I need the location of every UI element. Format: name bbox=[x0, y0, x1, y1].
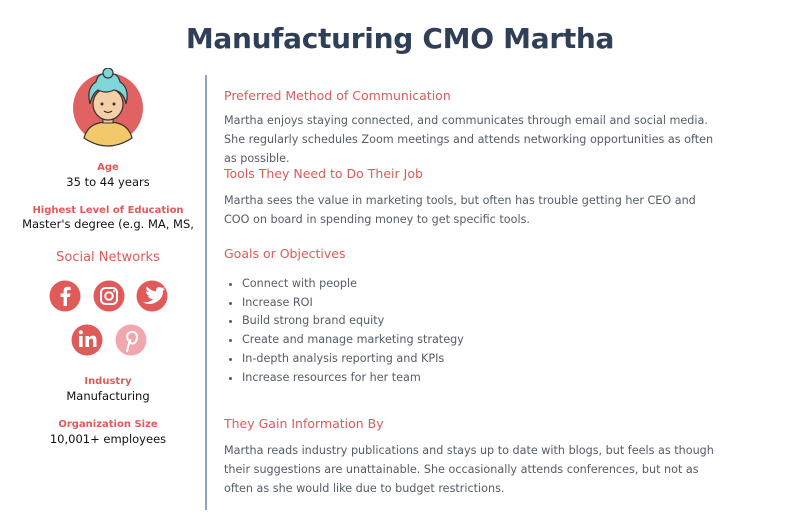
social-heading: Social Networks bbox=[56, 250, 160, 265]
goal-item: Connect with people bbox=[242, 275, 762, 294]
avatar bbox=[73, 68, 143, 147]
section-heading: Preferred Method of Communication bbox=[224, 88, 451, 103]
title: Manufacturing CMO Martha bbox=[185, 22, 615, 55]
goal-item: Increase resources for her team bbox=[242, 369, 762, 388]
section-heading: They Gain Information By bbox=[224, 416, 384, 431]
field-label: Industry bbox=[84, 376, 132, 387]
goal-item: Create and manage marketing strategy bbox=[242, 331, 762, 350]
field-label: Highest Level of Education bbox=[32, 205, 184, 216]
field-value: 35 to 44 years bbox=[66, 175, 150, 189]
field-label: Organization Size bbox=[58, 419, 158, 430]
section-text: Martha sees the value in marketing tools… bbox=[224, 194, 696, 226]
goal-list: Connect with peopleIncrease ROIBuild str… bbox=[224, 275, 762, 387]
social-icons bbox=[49, 280, 168, 356]
section-text: Martha enjoys staying connected, and com… bbox=[224, 114, 714, 165]
section-text: Martha reads industry publications and s… bbox=[224, 444, 714, 495]
facebook-icon[interactable] bbox=[49, 280, 81, 312]
field-value: Manufacturing bbox=[66, 389, 150, 403]
section-heading: Goals or Objectives bbox=[224, 246, 346, 261]
goal-item: In-depth analysis reporting and KPIs bbox=[242, 350, 762, 369]
field-value: 10,001+ employees bbox=[49, 432, 167, 446]
divider bbox=[205, 75, 207, 510]
field-label: Age bbox=[97, 162, 119, 173]
field-value: Master's degree (e.g. MA, MS, bbox=[22, 217, 194, 231]
instagram-icon[interactable] bbox=[93, 280, 125, 312]
pinterest-icon[interactable] bbox=[115, 324, 147, 356]
section-heading: Tools They Need to Do Their Job bbox=[224, 166, 423, 181]
twitter-icon[interactable] bbox=[136, 280, 168, 312]
linkedin-icon[interactable] bbox=[71, 324, 103, 356]
goal-item: Increase ROI bbox=[242, 294, 762, 313]
goal-item: Build strong brand equity bbox=[242, 312, 762, 331]
